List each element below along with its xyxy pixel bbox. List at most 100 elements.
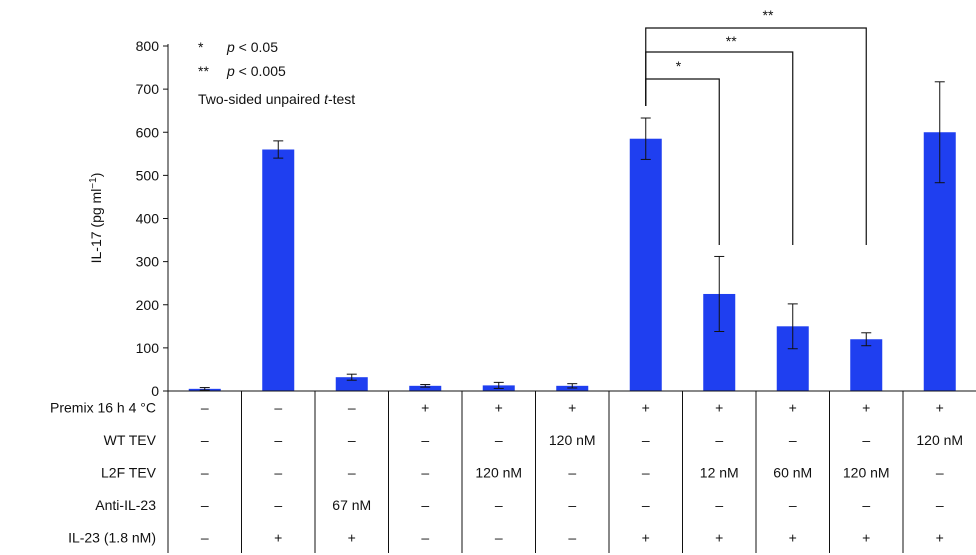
condition-cell: + — [936, 399, 944, 415]
condition-cell: – — [568, 464, 576, 480]
y-tick-label: 500 — [136, 167, 160, 183]
condition-cell: – — [568, 497, 576, 513]
condition-cell: – — [495, 497, 503, 513]
condition-cell: – — [495, 432, 503, 448]
test-label: Two-sided unpaired t-test — [198, 91, 355, 107]
condition-cell: + — [715, 529, 723, 545]
legend: * p < 0.05 ** p < 0.005 Two-sided unpaired t… — [198, 39, 355, 107]
condition-cell: – — [862, 432, 870, 448]
condition-cell: + — [862, 399, 870, 415]
condition-cell: + — [789, 399, 797, 415]
significance-brackets: ***** — [645, 7, 867, 245]
condition-cell: + — [642, 529, 650, 545]
condition-cell: – — [421, 497, 429, 513]
legend-text: p < 0.005 — [226, 63, 286, 79]
bracket-line — [645, 27, 867, 245]
condition-cell: – — [421, 464, 429, 480]
y-tick-label: 300 — [136, 254, 160, 270]
error-bar — [714, 255, 725, 332]
row-label: IL-23 (1.8 nM) — [68, 529, 156, 545]
bars — [188, 132, 956, 391]
error-bar — [199, 387, 210, 391]
condition-cell: – — [274, 399, 282, 415]
condition-cell: 12 nM — [700, 464, 739, 480]
bar — [629, 138, 662, 391]
y-tick-label: 400 — [136, 211, 160, 227]
condition-cell: – — [715, 497, 723, 513]
error-bar — [787, 303, 798, 350]
y-tick-label: 800 — [136, 38, 160, 54]
y-tick-label: 100 — [136, 340, 160, 356]
legend-text: p < 0.05 — [226, 39, 278, 55]
condition-cell: + — [274, 529, 282, 545]
condition-cell: 120 nM — [843, 464, 890, 480]
condition-cell: + — [568, 399, 576, 415]
row-label: WT TEV — [104, 432, 157, 448]
row-label: L2F TEV — [101, 464, 157, 480]
condition-cell: – — [936, 464, 944, 480]
condition-cell: – — [642, 497, 650, 513]
condition-cell: + — [862, 529, 870, 545]
condition-cell: – — [201, 529, 209, 545]
error-bar — [346, 373, 357, 381]
row-label: Premix 16 h 4 °C — [50, 399, 156, 415]
bar — [409, 385, 442, 391]
condition-cell: – — [348, 464, 356, 480]
condition-cell: + — [715, 399, 723, 415]
bracket-label: ** — [726, 33, 737, 49]
condition-cell: 120 nM — [475, 464, 522, 480]
condition-cell: – — [642, 432, 650, 448]
condition-cell: – — [862, 497, 870, 513]
condition-cell: – — [789, 432, 797, 448]
bracket-label: ** — [763, 7, 774, 23]
condition-cell: – — [642, 464, 650, 480]
bracket-label: * — [676, 58, 682, 74]
error-bar — [420, 384, 431, 388]
condition-cell: – — [936, 497, 944, 513]
condition-cell: – — [274, 464, 282, 480]
error-bar — [861, 332, 872, 347]
condition-cell: – — [201, 432, 209, 448]
bar — [850, 339, 883, 391]
error-bar — [640, 117, 651, 160]
condition-cell: 67 nM — [332, 497, 371, 513]
condition-cell: + — [642, 399, 650, 415]
condition-cell: – — [201, 399, 209, 415]
bar — [262, 149, 295, 391]
condition-table: Premix 16 h 4 °C – – – + + + + + + + + WT TEV – – – – – 12… — [50, 390, 976, 553]
condition-cell: – — [421, 432, 429, 448]
condition-cell: + — [789, 529, 797, 545]
condition-cell: – — [201, 464, 209, 480]
row-label: Anti-IL-23 — [95, 497, 156, 513]
error-bar — [493, 381, 504, 389]
y-axis-label: IL-17 (pg ml−1) — [88, 173, 104, 264]
condition-cell: – — [201, 497, 209, 513]
significance-bracket: ** — [645, 7, 867, 245]
condition-cell: + — [495, 399, 503, 415]
legend-marker: * — [198, 39, 204, 55]
condition-cell: – — [715, 432, 723, 448]
condition-cell: – — [568, 529, 576, 545]
axes: 0 100 200 300 400 500 600 700 800 IL-17 (pg ml−1) — [88, 38, 169, 399]
condition-cell: 60 nM — [773, 464, 812, 480]
condition-cell: – — [495, 529, 503, 545]
condition-cell: – — [789, 497, 797, 513]
condition-cell: + — [421, 399, 429, 415]
condition-cell: + — [348, 529, 356, 545]
condition-cell: – — [274, 497, 282, 513]
legend-marker: ** — [198, 63, 209, 79]
condition-cell: – — [274, 432, 282, 448]
condition-cell: – — [421, 529, 429, 545]
condition-cell: 120 nM — [916, 432, 963, 448]
condition-cell: 120 nM — [549, 432, 596, 448]
bar — [335, 377, 368, 391]
error-bar — [567, 383, 578, 389]
error-bar — [273, 140, 284, 159]
condition-cell: + — [936, 529, 944, 545]
error-bar — [934, 81, 945, 184]
y-tick-label: 0 — [151, 383, 159, 399]
y-tick-label: 700 — [136, 81, 160, 97]
y-tick-label: 600 — [136, 124, 160, 140]
condition-cell: – — [348, 399, 356, 415]
